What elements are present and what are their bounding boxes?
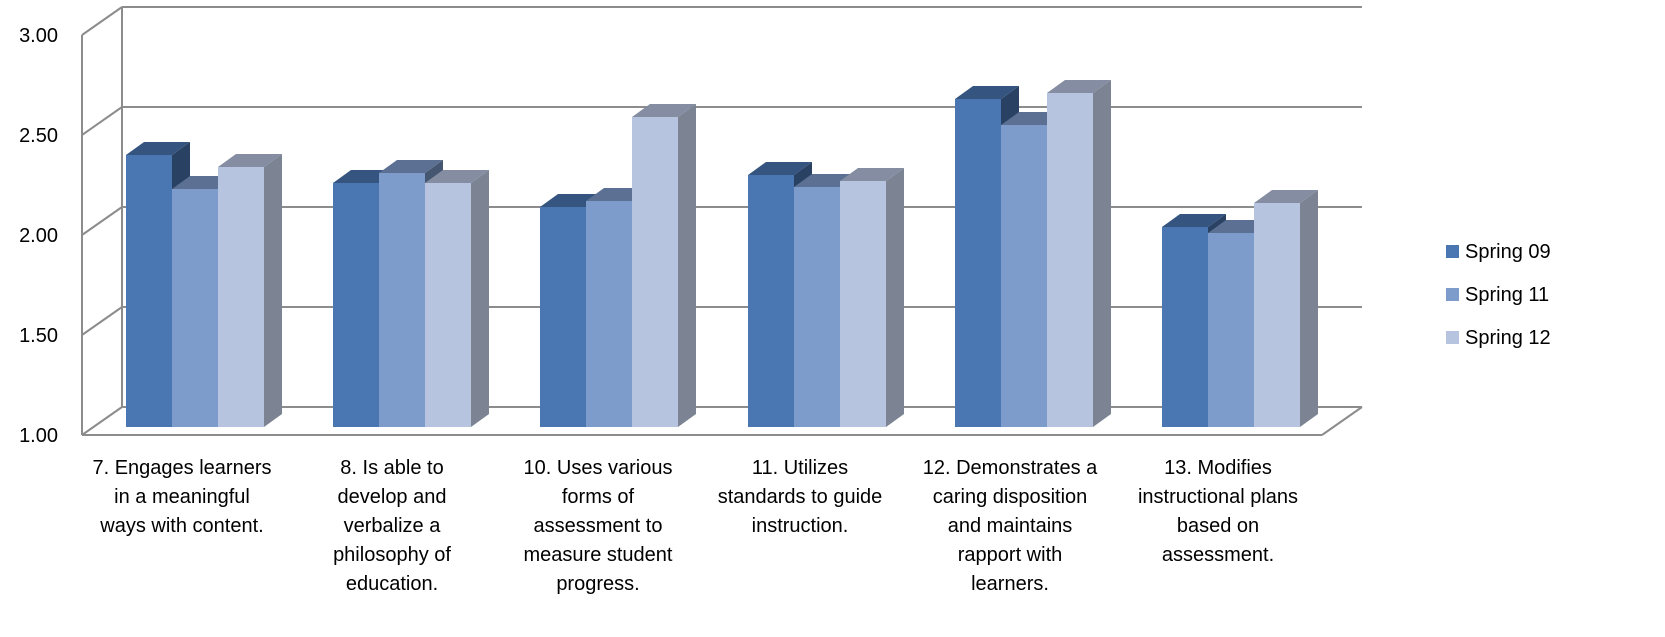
- bar-front: [748, 175, 794, 427]
- bar-front: [1047, 93, 1093, 427]
- bar-front: [632, 117, 678, 427]
- bar: [425, 170, 489, 427]
- category-label-line: learners.: [971, 573, 1049, 595]
- bar-front: [794, 187, 840, 427]
- bar-top: [218, 154, 282, 167]
- bar-front: [955, 99, 1001, 427]
- bar-front: [379, 173, 425, 427]
- legend-label: Spring 09: [1465, 241, 1551, 263]
- bar-front: [1254, 203, 1300, 427]
- bar-top: [1047, 80, 1111, 93]
- bar-top: [379, 160, 443, 173]
- legend-item: Spring 12: [1446, 327, 1551, 349]
- bar-series: [126, 80, 1318, 427]
- category-label-line: 12. Demonstrates a: [923, 457, 1098, 479]
- category-label: 11. Utilizes standards to guide instructio…: [718, 457, 883, 537]
- category-label-line: 13. Modifies: [1164, 457, 1272, 479]
- y-tick-label: 1.50: [19, 325, 58, 347]
- gridline-slant: [81, 306, 123, 336]
- category-label-line: progress.: [556, 573, 639, 595]
- legend-label: Spring 11: [1465, 284, 1549, 306]
- category-label-line: develop and: [338, 486, 447, 508]
- y-tick-label: 1.00: [19, 425, 58, 447]
- category-label-line: based on: [1177, 515, 1259, 537]
- category-label: 7. Engages learners in a meaningful ways w…: [92, 457, 271, 537]
- floor-right-edge: [1321, 406, 1363, 436]
- y-tick-label: 2.00: [19, 225, 58, 247]
- category-labels: 7. Engages learners in a meaningful ways w…: [92, 457, 1298, 595]
- category-label-line: 11. Utilizes: [752, 457, 848, 479]
- category-label-line: 10. Uses various: [524, 457, 673, 479]
- bar-front: [1162, 227, 1208, 427]
- category-label-line: in a meaningful: [114, 486, 250, 508]
- bar-front: [172, 189, 218, 427]
- bar-front: [333, 183, 379, 427]
- category-label-line: and maintains: [948, 515, 1073, 537]
- category-label: 13. Modifies instructional plans based on a…: [1138, 457, 1298, 566]
- category-label-line: ways with content.: [99, 515, 263, 537]
- bar-top: [840, 168, 904, 181]
- bar-top: [1162, 214, 1226, 227]
- bar-side: [678, 104, 696, 427]
- legend-item: Spring 09: [1446, 241, 1551, 263]
- category-label-line: instruction.: [752, 515, 849, 537]
- gridline-slant: [81, 406, 123, 436]
- bar-front: [1208, 233, 1254, 427]
- bar-top: [425, 170, 489, 183]
- category-label-line: 7. Engages learners: [92, 457, 271, 479]
- category-label-line: philosophy of: [333, 544, 451, 566]
- bar-front: [126, 155, 172, 427]
- legend-item: Spring 11: [1446, 284, 1549, 306]
- bar: [632, 104, 696, 427]
- y-axis-ticks: 1.00 1.50 2.00 2.50 3.00: [19, 25, 58, 447]
- bar-top: [632, 104, 696, 117]
- gridline-slant: [81, 206, 123, 236]
- category-label-line: standards to guide: [718, 486, 883, 508]
- legend: Spring 09 Spring 11 Spring 12: [1446, 241, 1551, 349]
- bar: [218, 154, 282, 427]
- gridline-slant: [81, 106, 123, 136]
- category-label-line: rapport with: [958, 544, 1063, 566]
- legend-swatch: [1446, 331, 1459, 344]
- category-label-line: measure student: [524, 544, 673, 566]
- bar-side: [471, 170, 489, 427]
- bar-front: [218, 167, 264, 427]
- bar: [1254, 190, 1318, 427]
- category-label-line: 8. Is able to: [340, 457, 443, 479]
- bar-front: [840, 181, 886, 427]
- bar: [1047, 80, 1111, 427]
- legend-swatch: [1446, 245, 1459, 258]
- bar-front: [586, 201, 632, 427]
- bar-top: [126, 142, 190, 155]
- category-label: 8. Is able to develop and verbalize a philo…: [333, 457, 451, 595]
- category-label-line: education.: [346, 573, 438, 595]
- y-tick-label: 3.00: [19, 25, 58, 47]
- gridline-slant: [81, 6, 123, 36]
- category-label: 12. Demonstrates a caring disposition and …: [923, 457, 1098, 595]
- bar-top: [955, 86, 1019, 99]
- bar-front: [425, 183, 471, 427]
- bar-side: [1093, 80, 1111, 427]
- legend-swatch: [1446, 288, 1459, 301]
- chart-walls: [81, 6, 1363, 436]
- bar-side: [1300, 190, 1318, 427]
- bar-side: [886, 168, 904, 427]
- y-tick-label: 2.50: [19, 125, 58, 147]
- bar-side: [264, 154, 282, 427]
- bar-top: [748, 162, 812, 175]
- bar: [840, 168, 904, 427]
- bar-front: [540, 207, 586, 427]
- category-label-line: assessment to: [534, 515, 663, 537]
- bar-front: [1001, 125, 1047, 427]
- category-label-line: verbalize a: [344, 515, 442, 537]
- legend-label: Spring 12: [1465, 327, 1551, 349]
- category-label-line: forms of: [562, 486, 635, 508]
- bar-top: [1254, 190, 1318, 203]
- category-label-line: instructional plans: [1138, 486, 1298, 508]
- category-label-line: caring disposition: [933, 486, 1088, 508]
- category-label: 10. Uses various forms of assessment to mea…: [524, 457, 673, 595]
- category-label-line: assessment.: [1162, 544, 1274, 566]
